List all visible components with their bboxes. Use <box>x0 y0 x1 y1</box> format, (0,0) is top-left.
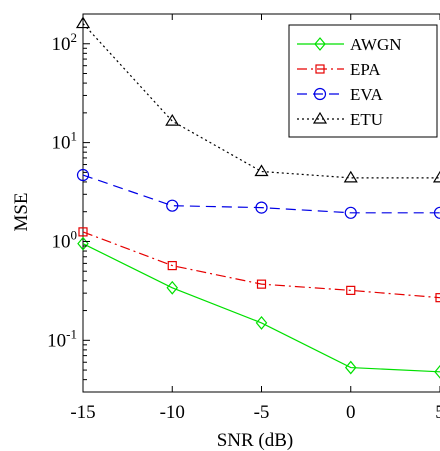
x-tick-label: 0 <box>346 402 356 423</box>
series-epa <box>78 227 440 303</box>
data-point-triangle <box>343 170 358 183</box>
y-tick-label: 10-1 <box>47 326 77 351</box>
data-point-circle <box>255 201 268 214</box>
data-point-circle <box>344 206 357 219</box>
data-point-square <box>256 279 267 289</box>
y-tick-label: 100 <box>52 227 78 252</box>
y-tick-label: 102 <box>52 30 78 55</box>
data-point-diamond <box>344 360 357 375</box>
data-point-triangle <box>75 16 91 29</box>
y-axis-label: MSE <box>11 192 32 231</box>
series-line-awgn <box>82 243 440 373</box>
series-etu <box>75 16 440 183</box>
y-tick-label: 101 <box>52 129 78 154</box>
data-point-triangle <box>312 111 328 124</box>
data-point-square <box>435 293 440 303</box>
legend-label-epa: EPA <box>350 60 381 79</box>
x-axis-label: SNR (dB) <box>217 430 294 451</box>
x-tick-label: 5 <box>435 402 440 423</box>
data-point-circle <box>166 199 179 212</box>
data-point-diamond <box>166 280 179 295</box>
data-point-circle <box>76 168 90 182</box>
series-eva <box>76 168 440 219</box>
series-line-epa <box>82 231 440 299</box>
data-point-square <box>315 64 325 74</box>
x-tick-label: -15 <box>70 402 95 423</box>
data-point-diamond <box>314 37 326 51</box>
legend-label-eva: EVA <box>350 85 383 104</box>
data-point-square <box>167 260 177 271</box>
axes-layer: -15 -10 -5 0 5 10-1 100 101 102 <box>47 13 440 423</box>
legend-label-awgn: AWGN <box>350 35 402 54</box>
data-point-diamond <box>255 315 268 330</box>
data-point-square <box>78 227 88 237</box>
data-point-triangle <box>165 113 180 126</box>
data-point-triangle <box>254 164 269 177</box>
data-point-circle <box>313 87 327 101</box>
legend-label-etu: ETU <box>350 110 383 129</box>
data-point-circle <box>433 206 440 219</box>
data-point-square <box>346 285 356 295</box>
x-tick-label: -5 <box>254 402 270 423</box>
data-point-triangle <box>432 170 440 183</box>
x-tick-label: -10 <box>160 402 185 423</box>
data-point-diamond <box>434 364 440 379</box>
series-line-eva <box>82 174 440 214</box>
legend: AWGN EPA EVA ETU <box>288 24 438 138</box>
